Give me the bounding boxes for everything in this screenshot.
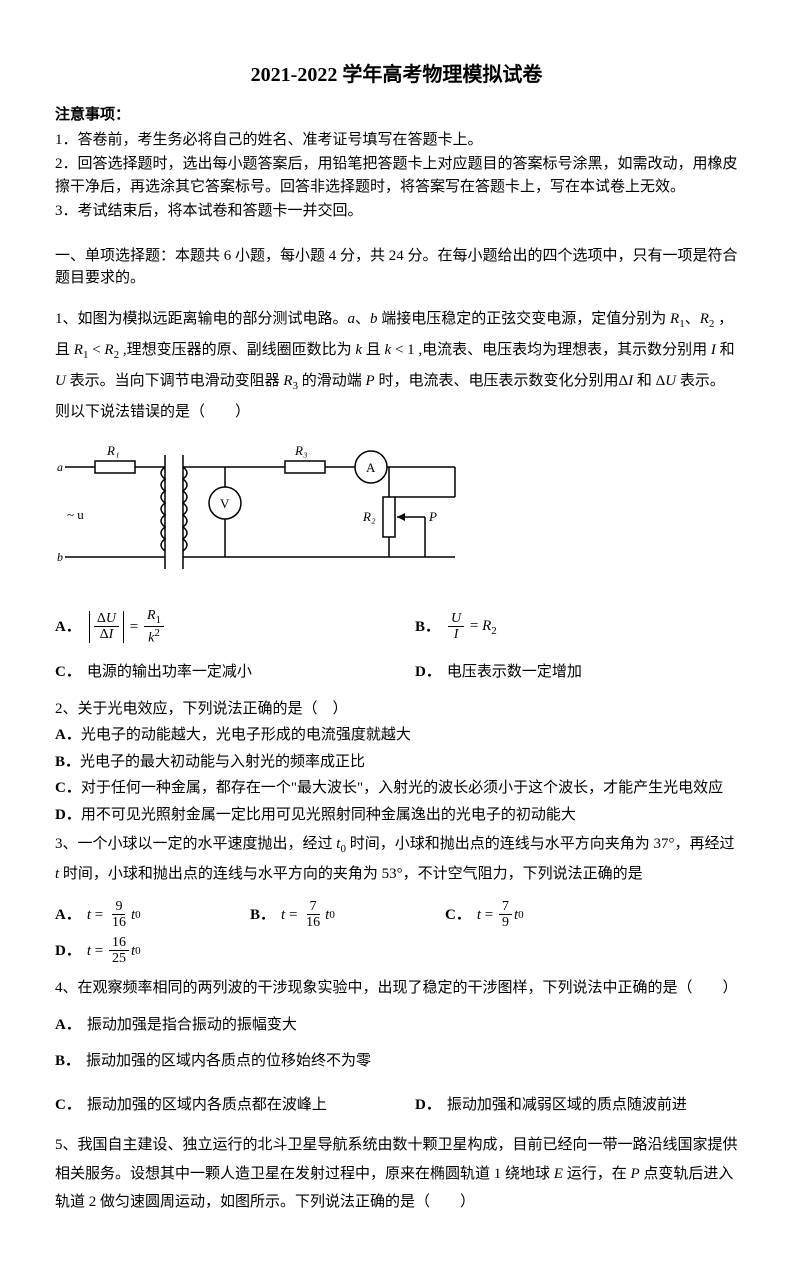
notice-2: 2．回答选择题时，选出每小题答案后，用铅笔把答题卡上对应题目的答案标号涂黑，如需… xyxy=(55,153,738,198)
notice-3: 3．考试结束后，将本试卷和答题卡一并交回。 xyxy=(55,200,738,223)
q4-options-row-2: C．振动加强的区域内各质点都在波峰上 D．振动加强和减弱区域的质点随波前进 xyxy=(55,1087,738,1123)
q3-option-d: D． t = 1625 t0 xyxy=(55,933,210,969)
q2-option-d: D．用不可见光照射金属一定比用可见光照射同种金属逸出的光电子的初动能大 xyxy=(55,804,738,827)
q3-stem: 3、一个小球以一定的水平速度抛出，经过 t0 时间，小球和抛出点的连线与水平方向… xyxy=(55,830,738,888)
q2-option-b: B．光电子的最大初动能与入射光的频率成正比 xyxy=(55,751,738,774)
q5-stem: 5、我国自主建设、独立运行的北斗卫星导航系统由数十颗卫星构成，目前已经向一带一路… xyxy=(55,1131,738,1217)
svg-text:a: a xyxy=(57,460,63,474)
svg-text:b: b xyxy=(57,550,63,564)
q2-option-a: A．光电子的动能越大，光电子形成的电流强度就越大 xyxy=(55,724,738,747)
q1-stem: 1、如图为模拟远距离输电的部分测试电路。a、b 端接电压稳定的正弦交变电源，定值… xyxy=(55,304,738,427)
q3-option-a: A． t = 916 t0 xyxy=(55,897,210,933)
q3-option-c: C． t = 79 t0 xyxy=(445,897,600,933)
q4-option-d: D．振动加强和减弱区域的质点随波前进 xyxy=(415,1087,687,1123)
q4-options-row-1: A．振动加强是指合振动的振幅变大 B．振动加强的区域内各质点的位移始终不为零 xyxy=(55,1007,738,1079)
svg-text:R₃: R₃ xyxy=(294,443,307,458)
q1-option-d: D． 电压表示数一定增加 xyxy=(415,654,582,690)
notice-heading: 注意事项： xyxy=(55,104,738,127)
section-1-title: 一、单项选择题：本题共 6 小题，每小题 4 分，共 24 分。在每小题给出的四… xyxy=(55,245,738,290)
q2-stem: 2、关于光电效应，下列说法正确的是（ ） xyxy=(55,698,738,721)
q2-option-c: C．对于任何一种金属，都存在一个"最大波长"，入射光的波长必须小于这个波长，才能… xyxy=(55,777,738,800)
notice-1: 1．答卷前，考生务必将自己的姓名、准考证号填写在答题卡上。 xyxy=(55,129,738,152)
svg-text:V: V xyxy=(220,496,230,511)
q1-options-row-1: A． ΔUΔI = R1k2 B． UI = R2 xyxy=(55,608,738,646)
svg-text:R₂: R₂ xyxy=(362,509,376,524)
q4-option-a: A．振动加强是指合振动的振幅变大 xyxy=(55,1007,375,1043)
q4-stem: 4、在观察频率相同的两列波的干涉现象实验中，出现了稳定的干涉图样，下列说法中正确… xyxy=(55,977,738,1000)
q4-option-b: B．振动加强的区域内各质点的位移始终不为零 xyxy=(55,1043,371,1079)
q4-option-c: C．振动加强的区域内各质点都在波峰上 xyxy=(55,1087,375,1123)
q3-options: A． t = 916 t0 B． t = 716 t0 C． t = 79 t0… xyxy=(55,897,738,969)
page-title: 2021-2022 学年高考物理模拟试卷 xyxy=(55,60,738,90)
svg-text:R₁: R₁ xyxy=(106,443,119,458)
q1-options-row-2: C． 电源的输出功率一定减小 D． 电压表示数一定增加 xyxy=(55,654,738,690)
q1-circuit-diagram: a b ~ u R₁ V R₃ A R₂ xyxy=(55,437,738,595)
q1-option-c: C． 电源的输出功率一定减小 xyxy=(55,654,375,690)
q1-option-a: A． ΔUΔI = R1k2 xyxy=(55,608,375,646)
svg-text:A: A xyxy=(366,460,376,475)
q1-option-b: B． UI = R2 xyxy=(415,608,497,646)
svg-text:~ u: ~ u xyxy=(67,507,84,522)
q3-option-b: B． t = 716 t0 xyxy=(250,897,405,933)
svg-text:P: P xyxy=(428,509,437,524)
